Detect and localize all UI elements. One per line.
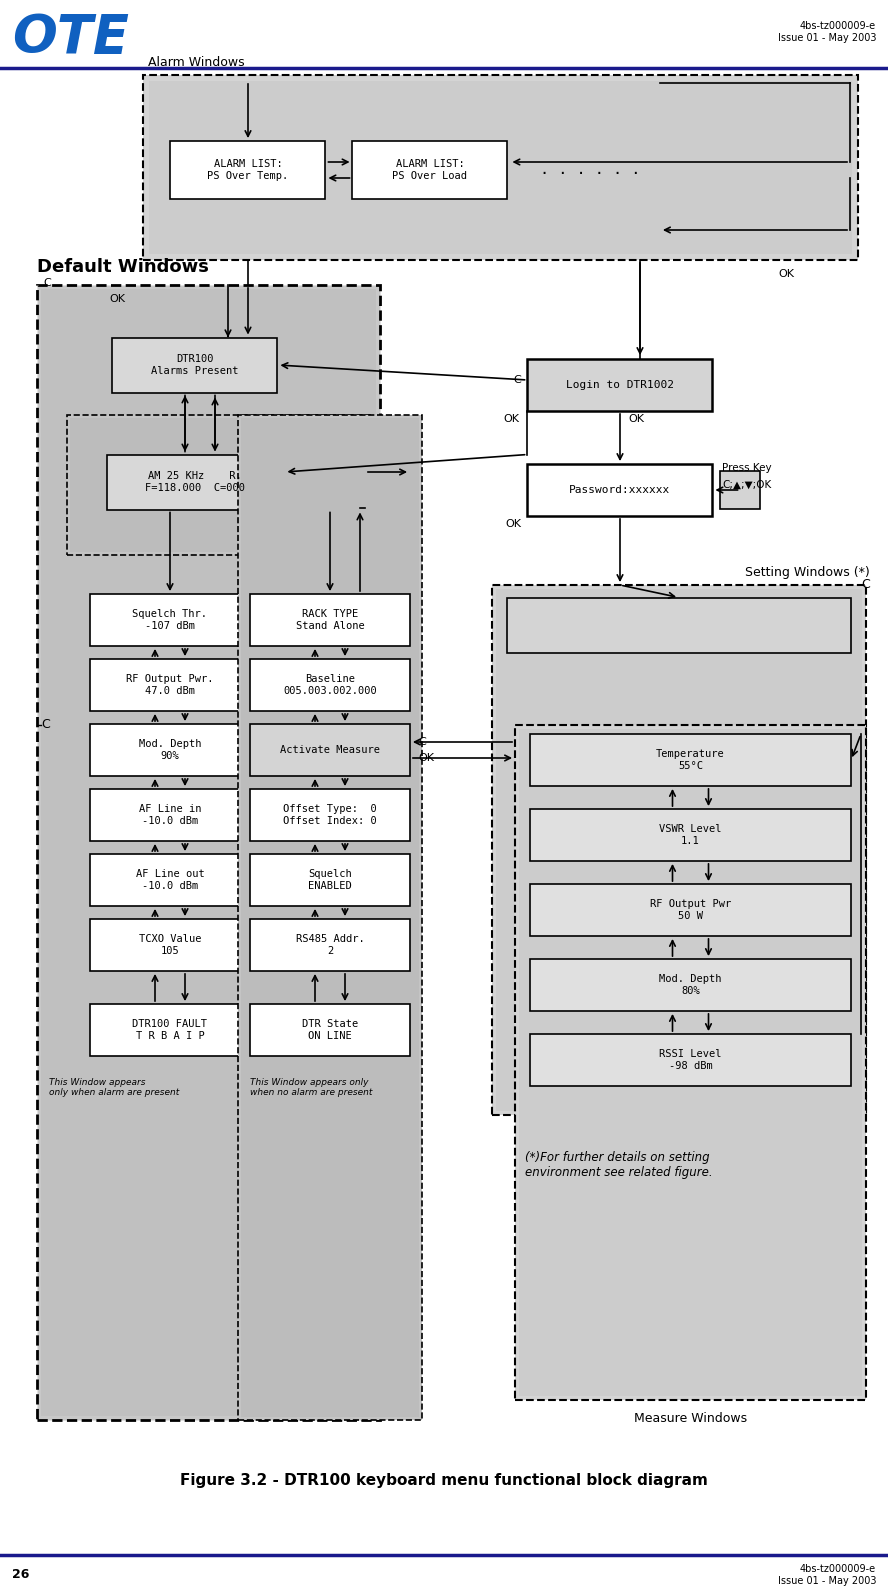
Text: Squelch Thr.
-107 dBm: Squelch Thr. -107 dBm bbox=[132, 609, 208, 630]
Text: AF Line out
-10.0 dBm: AF Line out -10.0 dBm bbox=[136, 869, 204, 890]
Bar bbox=[492, 585, 866, 1115]
Text: OTE: OTE bbox=[12, 13, 129, 64]
Bar bbox=[519, 729, 862, 1396]
Text: ALARM LIST:
PS Over Temp.: ALARM LIST: PS Over Temp. bbox=[208, 160, 289, 180]
Text: OK: OK bbox=[503, 415, 519, 424]
Text: This Window appears
only when alarm are present: This Window appears only when alarm are … bbox=[49, 1078, 179, 1097]
Text: Password:xxxxxx: Password:xxxxxx bbox=[569, 485, 670, 494]
Text: (*)For further details on setting
environment see related figure.: (*)For further details on setting enviro… bbox=[525, 1152, 713, 1179]
Text: C;▲;▼;OK: C;▲;▼;OK bbox=[723, 480, 772, 490]
Text: AM 25 KHz    R.
F=118.000  C=000: AM 25 KHz R. F=118.000 C=000 bbox=[145, 471, 245, 493]
Bar bbox=[250, 790, 410, 841]
Text: RS485 Addr.
2: RS485 Addr. 2 bbox=[296, 935, 364, 955]
Text: C: C bbox=[514, 375, 521, 384]
Bar bbox=[241, 418, 419, 1416]
Text: Default Windows: Default Windows bbox=[37, 258, 209, 276]
Bar bbox=[90, 593, 250, 646]
Bar bbox=[530, 809, 851, 861]
Bar bbox=[250, 593, 410, 646]
Text: This Window appears only
when no alarm are present: This Window appears only when no alarm a… bbox=[250, 1078, 372, 1097]
Bar bbox=[720, 471, 760, 509]
Text: DTR State
ON LINE: DTR State ON LINE bbox=[302, 1019, 358, 1042]
Text: RF Output Pwr
50 W: RF Output Pwr 50 W bbox=[650, 900, 731, 920]
Text: . . . . . .: . . . . . . bbox=[540, 163, 640, 177]
Text: Offset Type:  0
Offset Index: 0: Offset Type: 0 Offset Index: 0 bbox=[283, 804, 377, 826]
Bar bbox=[90, 659, 250, 711]
Text: Temperature
55°C: Temperature 55°C bbox=[656, 750, 725, 770]
Bar bbox=[143, 75, 858, 260]
Bar bbox=[515, 726, 866, 1400]
Text: Baseline
005.003.002.000: Baseline 005.003.002.000 bbox=[283, 675, 377, 695]
Bar bbox=[238, 415, 422, 1420]
Text: Alarm Windows: Alarm Windows bbox=[148, 56, 244, 69]
Text: AF Line in
-10.0 dBm: AF Line in -10.0 dBm bbox=[139, 804, 202, 826]
Bar bbox=[527, 359, 712, 412]
Text: OK: OK bbox=[418, 753, 434, 762]
Text: VSWR Level
1.1: VSWR Level 1.1 bbox=[659, 825, 722, 845]
Bar bbox=[250, 853, 410, 906]
Text: Login to DTR1002: Login to DTR1002 bbox=[566, 380, 674, 391]
Bar bbox=[90, 1003, 250, 1056]
Text: Press Key: Press Key bbox=[723, 463, 773, 474]
Text: C: C bbox=[861, 579, 870, 592]
Bar bbox=[530, 884, 851, 936]
Text: OK: OK bbox=[109, 293, 125, 305]
Bar bbox=[527, 464, 712, 517]
Text: Mod. Depth
90%: Mod. Depth 90% bbox=[139, 738, 202, 761]
Bar bbox=[530, 959, 851, 1011]
Text: RACK TYPE
Stand Alone: RACK TYPE Stand Alone bbox=[296, 609, 364, 630]
Bar bbox=[530, 1034, 851, 1086]
Bar bbox=[90, 790, 250, 841]
Text: 4bs-tz000009-e
Issue 01 - May 2003: 4bs-tz000009-e Issue 01 - May 2003 bbox=[778, 21, 876, 43]
Bar bbox=[90, 724, 250, 777]
Text: RSSI Level
-98 dBm: RSSI Level -98 dBm bbox=[659, 1050, 722, 1070]
Bar bbox=[149, 81, 852, 254]
Text: RF Output Pwr.
47.0 dBm: RF Output Pwr. 47.0 dBm bbox=[126, 675, 214, 695]
Text: TCXO Value
105: TCXO Value 105 bbox=[139, 935, 202, 955]
Text: OK: OK bbox=[628, 415, 644, 424]
Text: 26: 26 bbox=[12, 1568, 29, 1582]
Text: 4bs-tz000009-e
Issue 01 - May 2003: 4bs-tz000009-e Issue 01 - May 2003 bbox=[778, 1565, 876, 1585]
Bar bbox=[250, 724, 410, 777]
Text: Activate Measure: Activate Measure bbox=[280, 745, 380, 754]
Text: OK: OK bbox=[505, 518, 521, 530]
Bar bbox=[107, 455, 282, 509]
Text: DTR100 FAULT
T R B A I P: DTR100 FAULT T R B A I P bbox=[132, 1019, 208, 1042]
Bar bbox=[90, 853, 250, 906]
Bar bbox=[41, 289, 376, 1416]
Text: C: C bbox=[43, 278, 51, 289]
Text: Setting Windows (*): Setting Windows (*) bbox=[745, 566, 870, 579]
Bar bbox=[37, 286, 380, 1420]
Text: Figure 3.2 - DTR100 keyboard menu functional block diagram: Figure 3.2 - DTR100 keyboard menu functi… bbox=[180, 1472, 708, 1488]
Text: ALARM LIST:
PS Over Load: ALARM LIST: PS Over Load bbox=[392, 160, 467, 180]
Bar bbox=[67, 415, 370, 555]
Bar bbox=[507, 598, 851, 652]
Bar bbox=[90, 919, 250, 971]
Text: C: C bbox=[41, 718, 50, 732]
Text: OK: OK bbox=[778, 270, 794, 279]
Bar bbox=[70, 418, 367, 552]
Bar bbox=[113, 338, 277, 392]
Bar bbox=[250, 919, 410, 971]
Bar bbox=[496, 589, 862, 1112]
Bar bbox=[250, 659, 410, 711]
Text: C: C bbox=[418, 737, 425, 746]
Bar bbox=[530, 734, 851, 786]
Bar bbox=[250, 1003, 410, 1056]
Bar bbox=[170, 140, 326, 199]
Text: Mod. Depth
80%: Mod. Depth 80% bbox=[659, 975, 722, 995]
Text: Squelch
ENABLED: Squelch ENABLED bbox=[308, 869, 352, 890]
Bar bbox=[353, 140, 508, 199]
Text: DTR100
Alarms Present: DTR100 Alarms Present bbox=[151, 354, 239, 376]
Text: Measure Windows: Measure Windows bbox=[634, 1412, 747, 1424]
